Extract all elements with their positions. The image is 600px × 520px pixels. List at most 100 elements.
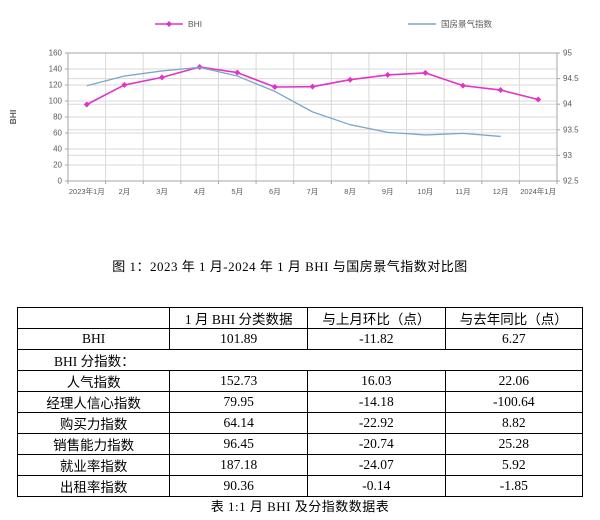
table-value-cell: 5.92 xyxy=(444,454,584,476)
data-point-marker xyxy=(535,96,542,103)
data-point-marker xyxy=(497,87,504,94)
chart-canvas: 0 20 40 60 80 100 120 140 160 92.5 93 93.5 94 94.5 95 2… xyxy=(8,19,579,196)
table-row: 购买力指数 64.14 -22.92 8.82 xyxy=(16,412,584,434)
left-axis-tick-label: 100 xyxy=(49,97,63,106)
data-point-marker xyxy=(384,71,391,78)
table-header-cell: 与去年同比（点） xyxy=(444,307,584,329)
right-axis-tick-label: 95 xyxy=(563,49,572,58)
table-value-cell: 22.06 xyxy=(444,370,584,392)
climate-index-series xyxy=(86,66,501,138)
x-axis-label: 10月 xyxy=(417,187,433,196)
table-caption: 表 1:1 月 BHI 及分指数数据表 xyxy=(210,499,390,514)
table-value-cell: 101.89 xyxy=(169,328,309,350)
table-value-cell: -100.64 xyxy=(444,391,584,413)
right-axis-tick-label: 92.5 xyxy=(563,177,579,186)
table-row-label: 人气指数 xyxy=(16,370,171,392)
table-section-cell: BHI 分指数： xyxy=(17,349,583,371)
data-point-marker xyxy=(422,69,429,76)
left-axis-tick-label: 20 xyxy=(53,161,62,170)
table-value-cell: 96.45 xyxy=(169,433,309,455)
table-value-cell: -14.18 xyxy=(307,391,446,413)
right-axis-tick-label: 93 xyxy=(563,151,572,160)
chart-legend: BHI 国房景气指数 xyxy=(155,19,493,29)
left-axis-tick-label: 140 xyxy=(49,65,63,74)
table-row-label: 销售能力指数 xyxy=(16,433,171,455)
table-value-cell: 25.28 xyxy=(444,433,584,455)
x-axis-label: 8月 xyxy=(344,187,356,196)
data-point-marker xyxy=(234,69,241,76)
left-axis-tick-label: 80 xyxy=(53,113,62,122)
table-header-row: 1 月 BHI 分类数据 与上月环比（点） 与去年同比（点） xyxy=(16,307,584,329)
table-value-cell: 90.36 xyxy=(169,475,309,497)
table-value-cell: -22.92 xyxy=(307,412,446,434)
table-value-cell: 16.03 xyxy=(307,370,446,392)
data-point-marker xyxy=(121,81,128,88)
data-point-marker xyxy=(459,82,466,89)
table-row: BHI 分指数： xyxy=(17,349,583,371)
bhi-series xyxy=(83,64,542,108)
x-axis-label: 2023年1月 xyxy=(69,186,105,196)
table-value-cell: 8.82 xyxy=(444,412,584,434)
x-axis-label: 2024年1月 xyxy=(520,186,556,196)
table-body: BHI 101.89 -11.82 6.27 BHI 分指数： 人气指数 152.73 16.… xyxy=(16,328,584,497)
table-row-label: 购买力指数 xyxy=(16,412,171,434)
gridlines xyxy=(68,52,558,181)
table-row: 就业率指数 187.18 -24.07 5.92 xyxy=(16,454,584,476)
series-line xyxy=(86,66,501,138)
x-axis-label: 5月 xyxy=(231,187,243,196)
left-axis-title: BHI xyxy=(8,110,18,125)
table-row-label: 就业率指数 xyxy=(16,454,171,476)
x-axis-label: 6月 xyxy=(269,187,281,196)
table-row-label: 出租率指数 xyxy=(16,475,171,497)
table-value-cell: 6.27 xyxy=(444,328,584,350)
x-axis-label: 3月 xyxy=(156,187,168,196)
right-axis-tick-label: 93.5 xyxy=(563,125,579,134)
left-axis-tick-label: 60 xyxy=(53,129,62,138)
table-header: 1 月 BHI 分类数据 与上月环比（点） 与去年同比（点） xyxy=(16,307,584,329)
table-header-cell: 1 月 BHI 分类数据 xyxy=(169,307,309,329)
left-axis-tick-label: 160 xyxy=(49,49,63,58)
table-row: 出租率指数 90.36 -0.14 -1.85 xyxy=(16,475,584,497)
table-value-cell: -24.07 xyxy=(307,454,446,476)
left-axis-tick-label: 0 xyxy=(58,177,63,186)
data-point-marker xyxy=(347,76,354,83)
bhi-climate-comparison-chart: 0 20 40 60 80 100 120 140 160 92.5 93 93.5 94 94.5 95 2… xyxy=(0,0,600,250)
legend-label: BHI xyxy=(188,19,202,29)
table-row: BHI 101.89 -11.82 6.27 xyxy=(16,328,584,350)
table-row-label: BHI xyxy=(16,328,171,350)
table-value-cell: 187.18 xyxy=(169,454,309,476)
table-row: 人气指数 152.73 16.03 22.06 xyxy=(16,370,584,392)
table-value-cell: 79.95 xyxy=(169,391,309,413)
table-row-label: 经理人信心指数 xyxy=(16,391,171,413)
data-point-marker xyxy=(159,74,166,81)
right-axis-tick-label: 94 xyxy=(563,100,572,109)
bhi-index-table: 1 月 BHI 分类数据 与上月环比（点） 与去年同比（点） BHI 101.89 -1… xyxy=(16,307,584,497)
right-axis-tick-label: 94.5 xyxy=(563,74,579,83)
x-axis-label: 2月 xyxy=(119,187,131,196)
table-row: 销售能力指数 96.45 -20.74 25.28 xyxy=(16,433,584,455)
data-point-marker xyxy=(309,83,316,90)
x-axis-label: 7月 xyxy=(307,187,319,196)
left-axis-tick-label: 120 xyxy=(49,81,63,90)
data-point-marker xyxy=(271,84,278,90)
left-axis-tick-label: 40 xyxy=(53,145,62,154)
legend-label: 国房景气指数 xyxy=(441,19,493,29)
table-value-cell: -0.14 xyxy=(307,475,446,497)
x-axis-label: 12月 xyxy=(493,187,509,196)
table-value-cell: 152.73 xyxy=(169,370,309,392)
table-value-cell: -11.82 xyxy=(307,328,446,350)
figure-caption: 图 1：2023 年 1 月-2024 年 1 月 BHI 与国房景气指数对比图 xyxy=(112,259,468,274)
x-axis-label: 11月 xyxy=(455,187,470,196)
legend-item: 国房景气指数 xyxy=(408,19,493,29)
table-value-cell: -1.85 xyxy=(444,475,584,497)
data-point-marker xyxy=(83,101,90,108)
table-header-cell xyxy=(16,307,171,329)
x-axis-label: 4月 xyxy=(194,187,206,196)
axis-ticks: 0 20 40 60 80 100 120 140 160 92.5 93 93.5 94 94.5 95 xyxy=(49,49,579,186)
table-row: 经理人信心指数 79.95 -14.18 -100.64 xyxy=(16,391,584,413)
table-value-cell: -20.74 xyxy=(307,433,446,455)
x-axis-labels: 2023年1月 2月 3月 4月 5月 6月 7月 8月 9月 10月 11月 12月 2024年1月 xyxy=(69,186,556,196)
legend-swatch-marker xyxy=(166,21,172,27)
table-header-cell: 与上月环比（点） xyxy=(307,307,446,329)
legend-item: BHI xyxy=(155,19,202,29)
